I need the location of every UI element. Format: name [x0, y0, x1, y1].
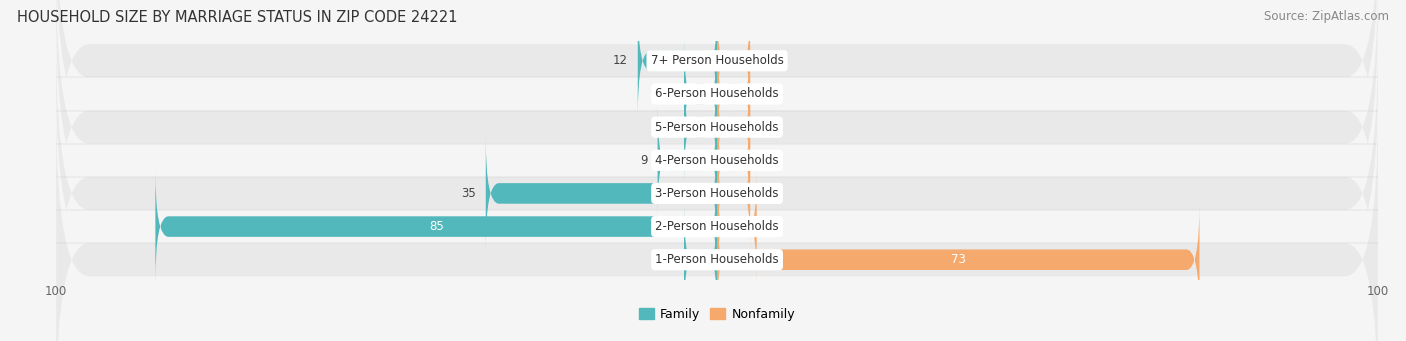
- FancyBboxPatch shape: [56, 44, 1378, 341]
- FancyBboxPatch shape: [56, 0, 1378, 210]
- Text: 35: 35: [461, 187, 475, 200]
- Text: 5-Person Households: 5-Person Households: [655, 121, 779, 134]
- Text: 4-Person Households: 4-Person Households: [655, 154, 779, 167]
- Text: 0: 0: [761, 154, 768, 167]
- FancyBboxPatch shape: [156, 170, 717, 283]
- Text: 85: 85: [429, 220, 443, 233]
- Text: 0: 0: [666, 253, 673, 266]
- FancyBboxPatch shape: [56, 11, 1378, 310]
- FancyBboxPatch shape: [56, 0, 1378, 276]
- Text: 3: 3: [666, 121, 673, 134]
- Text: 2-Person Households: 2-Person Households: [655, 220, 779, 233]
- Text: 6: 6: [766, 220, 775, 233]
- Text: HOUSEHOLD SIZE BY MARRIAGE STATUS IN ZIP CODE 24221: HOUSEHOLD SIZE BY MARRIAGE STATUS IN ZIP…: [17, 10, 457, 25]
- Text: 0: 0: [761, 87, 768, 101]
- Text: 6-Person Households: 6-Person Households: [655, 87, 779, 101]
- FancyBboxPatch shape: [717, 71, 751, 183]
- Text: 9: 9: [640, 154, 648, 167]
- Text: 0: 0: [761, 187, 768, 200]
- FancyBboxPatch shape: [717, 38, 751, 150]
- Text: 7+ Person Households: 7+ Person Households: [651, 54, 783, 67]
- Legend: Family, Nonfamily: Family, Nonfamily: [634, 303, 800, 326]
- FancyBboxPatch shape: [717, 5, 751, 117]
- FancyBboxPatch shape: [56, 77, 1378, 341]
- FancyBboxPatch shape: [685, 204, 717, 316]
- FancyBboxPatch shape: [685, 71, 717, 183]
- FancyBboxPatch shape: [638, 5, 717, 117]
- FancyBboxPatch shape: [56, 0, 1378, 243]
- Text: 1-Person Households: 1-Person Households: [655, 253, 779, 266]
- Text: 0: 0: [666, 87, 673, 101]
- Text: 3-Person Households: 3-Person Households: [655, 187, 779, 200]
- FancyBboxPatch shape: [658, 104, 717, 216]
- Text: Source: ZipAtlas.com: Source: ZipAtlas.com: [1264, 10, 1389, 23]
- Text: 0: 0: [761, 121, 768, 134]
- FancyBboxPatch shape: [717, 204, 1199, 316]
- Text: 0: 0: [761, 54, 768, 67]
- FancyBboxPatch shape: [685, 38, 717, 150]
- FancyBboxPatch shape: [486, 137, 717, 250]
- FancyBboxPatch shape: [717, 104, 751, 216]
- FancyBboxPatch shape: [717, 170, 756, 283]
- FancyBboxPatch shape: [717, 137, 751, 250]
- FancyBboxPatch shape: [56, 110, 1378, 341]
- Text: 73: 73: [950, 253, 966, 266]
- Text: 12: 12: [613, 54, 628, 67]
